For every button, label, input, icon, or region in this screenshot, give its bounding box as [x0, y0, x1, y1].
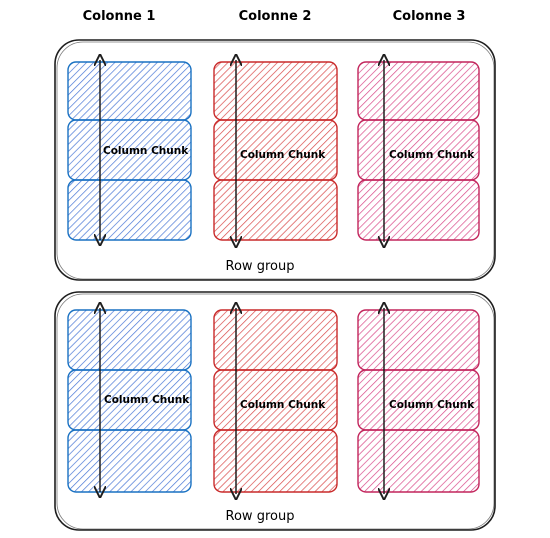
page-cell: [357, 429, 480, 493]
row-group-label: Row group: [226, 509, 295, 524]
chunk-label: Column Chunk: [389, 149, 475, 161]
page-cell: [213, 179, 338, 241]
row-group-frame-sketch: [56, 41, 495, 280]
page-cell: [357, 61, 480, 121]
chunk-label: Column Chunk: [240, 149, 326, 161]
row-group-label: Row group: [226, 259, 295, 274]
column-chunk-1: Column Chunk: [67, 60, 192, 241]
page-cell: [357, 309, 480, 371]
chunk-label: Column Chunk: [103, 145, 189, 157]
row-group-2: Column Chunk Column Chunk Column Chunk R…: [54, 291, 496, 531]
row-group-1: Column Chunk Column Chunk Column Chunk R…: [54, 39, 496, 281]
page-cell: [213, 309, 338, 371]
page-cell: [357, 179, 480, 241]
row-group-frame: [54, 291, 496, 531]
page-cell: [67, 179, 192, 241]
column-chunk-1: Column Chunk: [67, 308, 192, 493]
page-cell: [67, 309, 192, 371]
page-cell: [213, 61, 338, 121]
column-chunk-3: Column Chunk: [357, 308, 480, 494]
column-chunk-2: Column Chunk: [213, 308, 338, 494]
chunk-label: Column Chunk: [389, 399, 475, 411]
page-cell: [67, 429, 192, 493]
column-chunk-3: Column Chunk: [357, 60, 480, 242]
column-title-2: Colonne 2: [239, 9, 312, 24]
column-title-3: Colonne 3: [393, 9, 466, 24]
page-cell: [213, 429, 338, 493]
row-group-frame: [54, 39, 496, 281]
chunk-label: Column Chunk: [240, 399, 326, 411]
chunk-label: Column Chunk: [104, 394, 190, 406]
page-cell: [67, 61, 192, 121]
column-chunk-2: Column Chunk: [213, 60, 338, 242]
column-title-1: Colonne 1: [83, 9, 156, 24]
row-group-frame-sketch: [56, 293, 495, 530]
